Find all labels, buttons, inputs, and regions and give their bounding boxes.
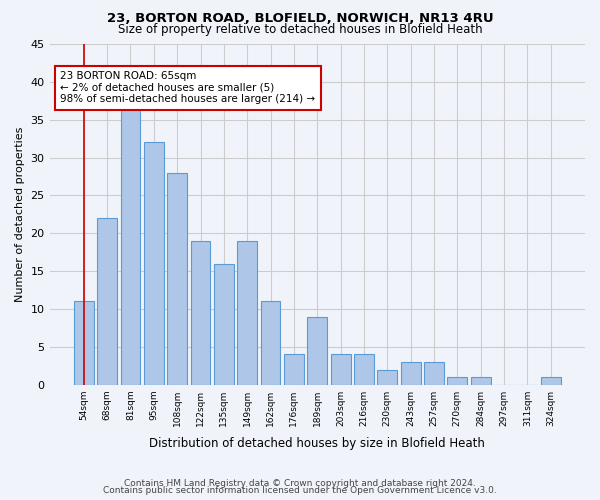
Bar	[167, 172, 187, 384]
Text: 23 BORTON ROAD: 65sqm
← 2% of detached houses are smaller (5)
98% of semi-detach: 23 BORTON ROAD: 65sqm ← 2% of detached h…	[60, 72, 316, 104]
Bar	[238, 241, 257, 384]
Bar	[424, 362, 444, 384]
Bar	[541, 377, 560, 384]
Bar	[471, 377, 491, 384]
Bar	[144, 142, 164, 384]
Text: Contains HM Land Registry data © Crown copyright and database right 2024.: Contains HM Land Registry data © Crown c…	[124, 478, 476, 488]
Bar	[97, 218, 117, 384]
Text: 23, BORTON ROAD, BLOFIELD, NORWICH, NR13 4RU: 23, BORTON ROAD, BLOFIELD, NORWICH, NR13…	[107, 12, 493, 26]
Text: Size of property relative to detached houses in Blofield Heath: Size of property relative to detached ho…	[118, 22, 482, 36]
Bar	[401, 362, 421, 384]
Bar	[260, 302, 280, 384]
Y-axis label: Number of detached properties: Number of detached properties	[15, 126, 25, 302]
Bar	[377, 370, 397, 384]
Bar	[448, 377, 467, 384]
Bar	[307, 316, 327, 384]
Bar	[331, 354, 350, 384]
Bar	[74, 302, 94, 384]
Text: Contains public sector information licensed under the Open Government Licence v3: Contains public sector information licen…	[103, 486, 497, 495]
X-axis label: Distribution of detached houses by size in Blofield Heath: Distribution of detached houses by size …	[149, 437, 485, 450]
Bar	[284, 354, 304, 384]
Bar	[121, 104, 140, 384]
Bar	[191, 241, 211, 384]
Bar	[354, 354, 374, 384]
Bar	[214, 264, 234, 384]
